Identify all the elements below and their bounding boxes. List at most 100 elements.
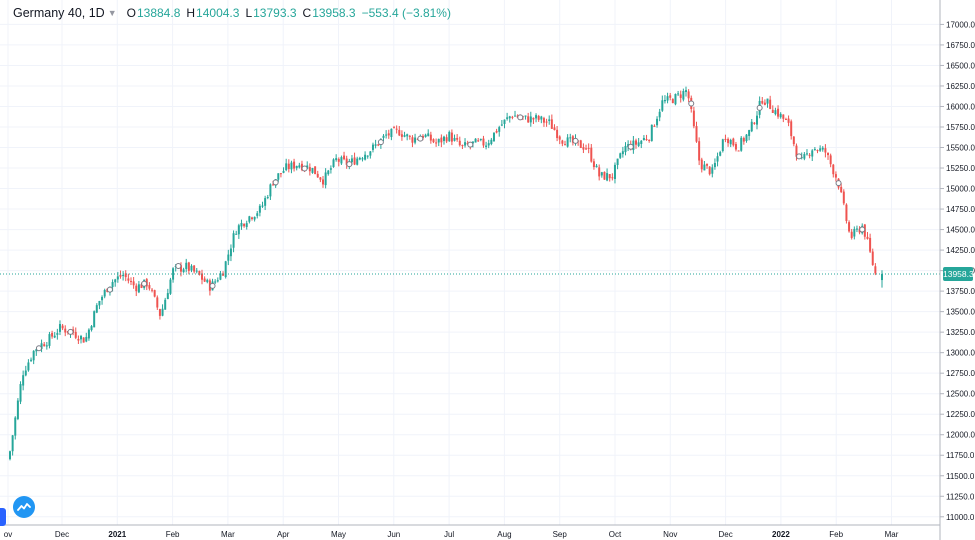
candle-body: [782, 114, 785, 119]
candle-body: [87, 329, 90, 339]
event-marker: [688, 100, 695, 107]
candle-body: [563, 144, 566, 146]
candle-body: [514, 115, 517, 117]
candle-body: [508, 116, 511, 119]
candle-body: [485, 145, 488, 147]
candle-body: [324, 172, 327, 186]
candle-body: [603, 171, 606, 180]
candle-body: [43, 344, 46, 347]
candle-body: [190, 265, 193, 271]
candle-body: [734, 144, 737, 150]
candle-body: [703, 164, 706, 171]
candle-body: [840, 186, 843, 193]
candle-body: [311, 167, 314, 173]
candle-body: [658, 111, 661, 118]
y-tick-label: 11250.0: [946, 492, 975, 501]
candle-body: [98, 300, 101, 306]
candle-body: [269, 184, 272, 197]
candle-body: [237, 225, 240, 235]
candle-body: [235, 233, 238, 235]
event-marker: [141, 280, 148, 287]
candle-body: [48, 334, 51, 346]
candle-body: [829, 155, 832, 165]
candle-body: [377, 144, 380, 146]
candle-body: [669, 95, 672, 98]
candle-body: [185, 262, 188, 269]
candle-body: [866, 236, 869, 239]
candle-body: [787, 118, 790, 123]
candle-body: [53, 335, 56, 338]
x-tick-label: Feb: [829, 530, 843, 539]
high-label: H: [186, 6, 196, 20]
candle-body: [808, 154, 811, 156]
candle-body: [471, 141, 474, 144]
candle-body: [674, 94, 677, 105]
symbol-title[interactable]: Germany 40, 1D: [13, 6, 105, 20]
chevron-down-icon[interactable]: ▼: [107, 8, 117, 18]
candle-body: [314, 166, 317, 175]
candle-body: [395, 128, 398, 130]
candle-body: [842, 191, 845, 204]
candle-body: [684, 90, 687, 92]
candle-body: [881, 274, 883, 281]
candle-body: [695, 126, 698, 142]
candle-body: [763, 102, 766, 105]
event-marker: [756, 104, 763, 111]
candle-body: [855, 228, 858, 230]
candle-body: [821, 147, 824, 150]
candle-body: [345, 158, 348, 165]
candle-body: [116, 276, 119, 280]
candle-body: [158, 309, 161, 316]
candle-body: [14, 417, 17, 436]
candle-body: [322, 179, 325, 185]
candle-body: [640, 140, 643, 144]
y-tick-label: 11500.0: [946, 472, 975, 481]
candle-body: [653, 125, 656, 127]
close-label: C: [302, 6, 312, 20]
candle-body: [813, 149, 816, 151]
candle-body: [290, 162, 293, 170]
candle-body: [803, 154, 806, 159]
candle-body: [387, 133, 390, 136]
candle-body: [619, 153, 622, 158]
candle-body: [308, 167, 311, 172]
candle-body: [779, 113, 782, 118]
candle-body: [58, 324, 61, 332]
candle-body: [51, 332, 54, 337]
candlestick-series: [9, 86, 883, 461]
candle-body: [745, 134, 748, 142]
candle-body: [198, 270, 201, 275]
candle-body: [608, 174, 611, 179]
low-value: 13793.3: [253, 6, 297, 20]
candle-body: [479, 138, 482, 140]
candle-body: [784, 119, 787, 121]
candle-body: [332, 159, 335, 167]
candle-body: [227, 254, 230, 261]
y-tick-label: 13000.0: [946, 349, 975, 358]
candle-body: [437, 138, 440, 143]
side-panel-tab[interactable]: [0, 508, 6, 526]
candle-body: [214, 281, 217, 283]
candle-body: [74, 331, 77, 338]
chart-grid: [0, 0, 940, 525]
candle-body: [500, 124, 503, 126]
candle-body: [548, 119, 551, 121]
candle-body: [748, 130, 751, 136]
y-tick-label: 16000.0: [946, 102, 975, 111]
tradingview-logo-icon[interactable]: [13, 496, 35, 518]
candle-body: [742, 138, 745, 142]
candle-body: [511, 116, 514, 118]
candle-body: [645, 139, 648, 141]
y-tick-label: 12250.0: [946, 410, 975, 419]
candle-body: [193, 265, 196, 272]
candle-body: [411, 137, 414, 143]
candle-body: [30, 359, 33, 361]
candle-body: [77, 338, 80, 341]
candle-body: [148, 285, 151, 289]
event-marker: [175, 263, 182, 270]
candle-body: [300, 163, 303, 170]
candle-body: [295, 166, 298, 169]
candle-body: [621, 151, 624, 155]
